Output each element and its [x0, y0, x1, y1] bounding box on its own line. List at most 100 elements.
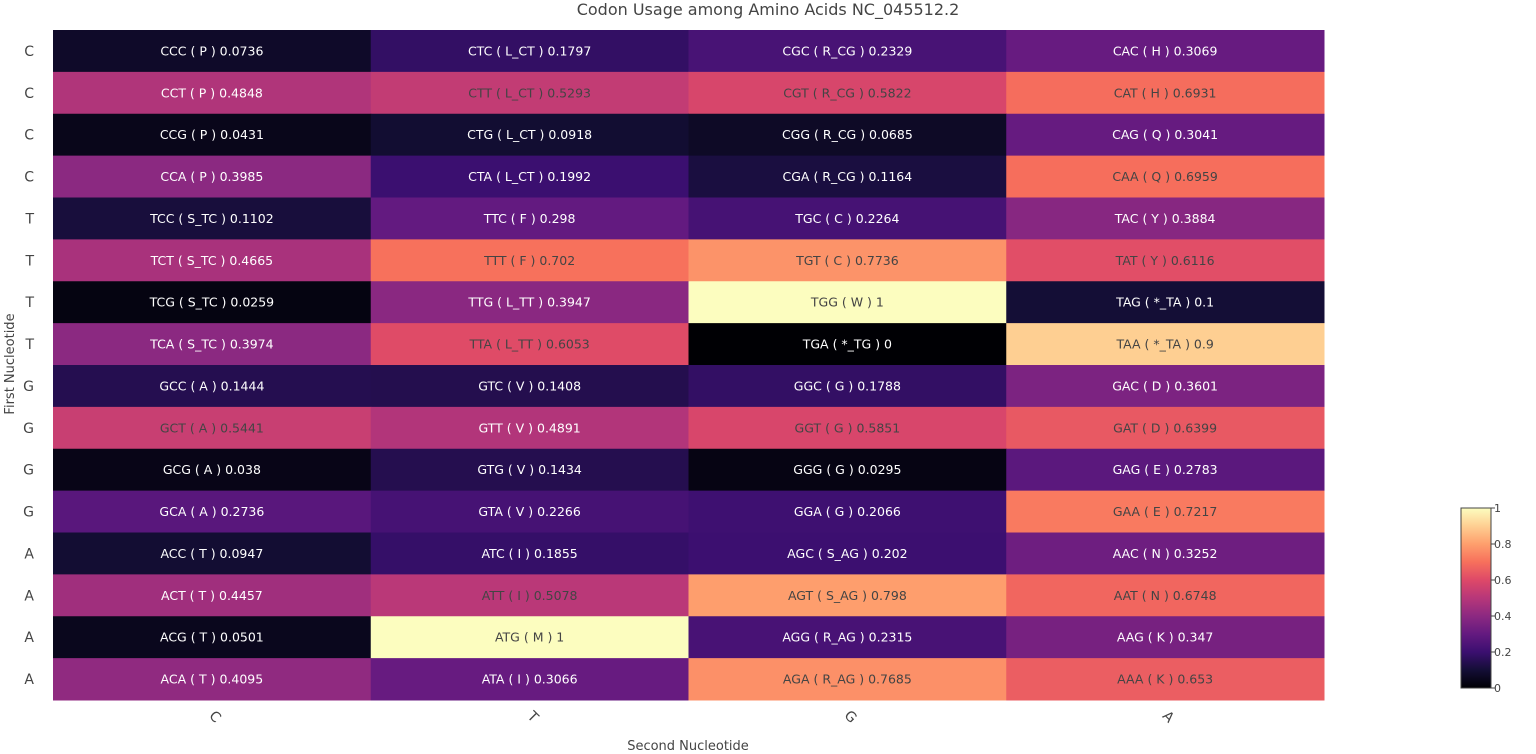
heatmap-cell	[370, 658, 689, 701]
colorbar-tick-label: 0.6	[1494, 574, 1512, 587]
colorbar-tick-label: 0.2	[1494, 646, 1512, 659]
heatmap-cell	[53, 197, 372, 240]
heatmap-cell	[1006, 30, 1325, 73]
y-tick-label: G	[23, 421, 34, 437]
y-tick-labels: C C C C T T T T G G G G A A A A	[23, 44, 34, 688]
heatmap-cell-label: GAG ( E ) 0.2783	[1113, 462, 1218, 477]
heatmap-cell	[688, 658, 1007, 701]
heatmap-cell	[53, 281, 372, 324]
heatmap-cells: CCC ( P ) 0.0736 CTC ( L_CT ) 0.1797 CGC (…	[53, 30, 1325, 701]
colorbar-ticks: 0 0.2 0.4 0.6 0.8 1	[1491, 502, 1512, 695]
heatmap-cell	[53, 448, 372, 492]
colorbar-tick-label: 0.8	[1494, 538, 1512, 551]
heatmap-cell	[688, 239, 1007, 282]
heatmap-cell	[1006, 658, 1325, 701]
heatmap-cell	[1006, 323, 1325, 366]
heatmap-cell	[53, 71, 372, 115]
heatmap-cell-label: AAG ( K ) 0.347	[1117, 630, 1214, 645]
heatmap-cell	[1006, 365, 1325, 408]
heatmap-cell	[688, 616, 1007, 659]
heatmap-cell-label: GAC ( D ) 0.3601	[1112, 378, 1218, 393]
heatmap-cell	[370, 616, 689, 659]
heatmap-cell	[53, 616, 372, 659]
heatmap-cell	[1006, 532, 1325, 575]
heatmap-cell	[1006, 616, 1325, 659]
heatmap-cell-label: CGT ( R_CG ) 0.5822	[783, 85, 911, 100]
heatmap-cell-label: ATA ( I ) 0.3066	[482, 672, 578, 687]
heatmap-cell-label: GGA ( G ) 0.2066	[794, 504, 901, 519]
heatmap-cell-label: CTT ( L_CT ) 0.5293	[468, 85, 591, 100]
y-tick-label: A	[24, 672, 34, 688]
colorbar-tick-label: 0	[1494, 682, 1501, 695]
heatmap-cell	[370, 71, 689, 115]
heatmap-cell-label: ATC ( I ) 0.1855	[481, 546, 577, 561]
colorbar-tick-label: 0.4	[1494, 610, 1512, 623]
heatmap-cell-label: TCA ( S_TC ) 0.3974	[149, 337, 273, 352]
y-tick-label: T	[24, 253, 34, 269]
y-tick-label: T	[24, 337, 34, 353]
heatmap-cell-label: AGC ( S_AG ) 0.202	[787, 546, 907, 561]
heatmap-cell	[688, 197, 1007, 240]
heatmap-cell	[370, 532, 689, 575]
x-axis-title: Second Nucleotide	[627, 739, 749, 754]
heatmap-cell	[688, 365, 1007, 408]
heatmap-cell	[370, 406, 689, 450]
heatmap-cell	[688, 490, 1007, 533]
heatmap-cell-label: CCA ( P ) 0.3985	[160, 169, 263, 184]
heatmap-cell-label: GGC ( G ) 0.1788	[794, 378, 901, 393]
heatmap-cell	[370, 155, 689, 198]
heatmap-cell-label: GTG ( V ) 0.1434	[477, 462, 582, 477]
heatmap-cell-label: TCG ( S_TC ) 0.0259	[149, 295, 275, 310]
y-axis-title: First Nucleotide	[3, 313, 18, 414]
heatmap-cell-label: AGG ( R_AG ) 0.2315	[782, 630, 912, 645]
heatmap-cell-label: GCA ( A ) 0.2736	[159, 504, 264, 519]
heatmap-cell	[53, 30, 372, 73]
y-tick-label: C	[24, 86, 34, 102]
heatmap-cell	[688, 532, 1007, 575]
y-tick-label: G	[23, 379, 34, 395]
heatmap-cell	[1006, 406, 1325, 450]
heatmap-cell-label: TCC ( S_TC ) 0.1102	[149, 211, 274, 226]
heatmap-cell	[1006, 113, 1325, 157]
y-tick-label: A	[24, 546, 34, 562]
chart-title: Codon Usage among Amino Acids NC_045512.…	[577, 0, 960, 20]
x-tick-label: A	[1159, 708, 1177, 726]
heatmap-cell-label: CTC ( L_CT ) 0.1797	[468, 43, 591, 58]
heatmap-cell-label: GAT ( D ) 0.6399	[1113, 420, 1217, 435]
heatmap-cell-label: TAG ( *_TA ) 0.1	[1115, 295, 1214, 310]
y-tick-label: G	[23, 505, 34, 521]
x-tick-label: T	[523, 708, 541, 726]
heatmap-cell	[1006, 71, 1325, 115]
heatmap-cell-label: TGA ( *_TG ) 0	[802, 337, 892, 352]
heatmap-cell	[1006, 490, 1325, 533]
heatmap-cell-label: CTG ( L_CT ) 0.0918	[467, 127, 592, 142]
heatmap-cell-label: TTG ( L_TT ) 0.3947	[467, 295, 590, 310]
y-tick-label: T	[24, 211, 34, 227]
y-tick-label: A	[24, 588, 34, 604]
heatmap-cell	[1006, 281, 1325, 324]
heatmap-cell	[1006, 574, 1325, 617]
heatmap-cell	[53, 365, 372, 408]
heatmap-cell-label: AAT ( N ) 0.6748	[1114, 588, 1217, 603]
heatmap-cell	[688, 574, 1007, 617]
heatmap-cell-label: TTC ( F ) 0.298	[483, 211, 576, 226]
heatmap-cell	[688, 448, 1007, 492]
heatmap-cell-label: CAG ( Q ) 0.3041	[1112, 127, 1218, 142]
heatmap-cell-label: CAT ( H ) 0.6931	[1114, 85, 1217, 100]
heatmap-cell	[53, 574, 372, 617]
heatmap-cell-label: CCT ( P ) 0.4848	[161, 85, 263, 100]
heatmap-cell	[688, 113, 1007, 157]
y-tick-label: A	[24, 630, 34, 646]
heatmap-cell	[688, 323, 1007, 366]
heatmap-cell-label: CGG ( R_CG ) 0.0685	[782, 127, 913, 142]
heatmap-cell	[370, 574, 689, 617]
heatmap-cell-label: TGG ( W ) 1	[810, 295, 884, 310]
heatmap-cell-label: GAA ( E ) 0.7217	[1113, 504, 1217, 519]
heatmap-cell-label: AGA ( R_AG ) 0.7685	[783, 672, 912, 687]
colorbar: 0 0.2 0.4 0.6 0.8 1	[1460, 502, 1512, 695]
heatmap-cell-label: ACA ( T ) 0.4095	[161, 672, 264, 687]
heatmap-cell	[1006, 239, 1325, 282]
heatmap-cell	[1006, 197, 1325, 240]
